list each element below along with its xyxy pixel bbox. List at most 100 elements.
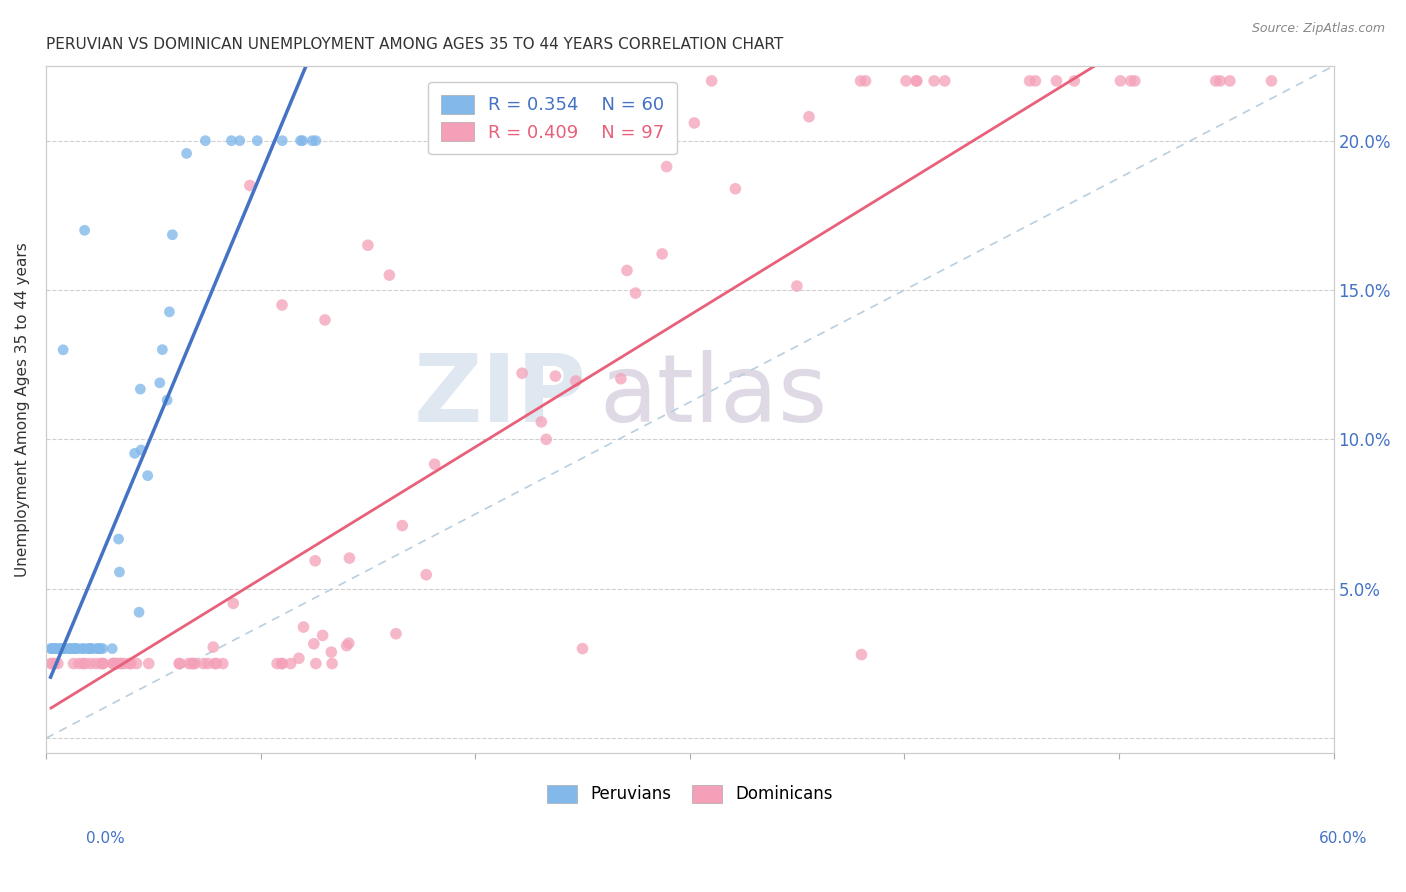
Point	[292, 620, 315, 634]
Point	[39, 657, 62, 671]
Point	[89, 641, 111, 656]
Point	[724, 182, 747, 196]
Point	[610, 372, 633, 386]
Point	[855, 74, 877, 88]
Point	[1205, 74, 1227, 88]
Point	[302, 637, 325, 651]
Point	[222, 596, 245, 610]
Point	[108, 565, 131, 579]
Point	[1209, 74, 1232, 88]
Point	[204, 657, 226, 671]
Point	[52, 343, 75, 357]
Point	[128, 605, 150, 619]
Point	[138, 657, 160, 671]
Point	[79, 641, 101, 656]
Point	[112, 657, 135, 671]
Point	[271, 657, 294, 671]
Point	[378, 268, 401, 282]
Point	[655, 160, 678, 174]
Point	[385, 626, 408, 640]
Text: Source: ZipAtlas.com: Source: ZipAtlas.com	[1251, 22, 1385, 36]
Point	[1119, 74, 1142, 88]
Point	[651, 247, 673, 261]
Point	[107, 532, 129, 546]
Point	[202, 640, 225, 654]
Point	[162, 227, 184, 242]
Point	[44, 657, 66, 671]
Point	[337, 636, 360, 650]
Point	[58, 641, 80, 656]
Point	[167, 657, 190, 671]
Point	[156, 393, 179, 408]
Point	[51, 641, 73, 656]
Point	[280, 657, 302, 671]
Point	[336, 639, 359, 653]
Point	[339, 551, 361, 566]
Point	[193, 657, 215, 671]
Point	[301, 134, 323, 148]
Point	[181, 657, 204, 671]
Point	[84, 657, 107, 671]
Point	[304, 554, 326, 568]
Point	[180, 657, 202, 671]
Point	[103, 657, 125, 671]
Point	[1219, 74, 1241, 88]
Point	[797, 110, 820, 124]
Point	[44, 641, 66, 656]
Point	[49, 641, 72, 656]
Point	[321, 657, 343, 671]
Point	[62, 657, 84, 671]
Point	[266, 657, 288, 671]
Point	[110, 657, 132, 671]
Point	[51, 641, 73, 656]
Point	[229, 134, 252, 148]
Point	[66, 641, 89, 656]
Point	[305, 134, 328, 148]
Point	[305, 657, 328, 671]
Text: 0.0%: 0.0%	[86, 831, 125, 846]
Point	[87, 641, 110, 656]
Point	[125, 657, 148, 671]
Point	[67, 657, 90, 671]
Point	[110, 657, 132, 671]
Point	[42, 641, 65, 656]
Point	[849, 74, 872, 88]
Point	[101, 641, 124, 656]
Point	[150, 343, 173, 357]
Point	[80, 641, 103, 656]
Point	[534, 433, 557, 447]
Point	[80, 657, 103, 671]
Point	[44, 641, 66, 656]
Point	[136, 468, 159, 483]
Point	[271, 298, 294, 312]
Point	[184, 657, 207, 671]
Point	[934, 74, 956, 88]
Point	[149, 376, 172, 390]
Point	[683, 116, 706, 130]
Point	[46, 657, 69, 671]
Point	[41, 657, 63, 671]
Point	[1260, 74, 1282, 88]
Point	[70, 641, 93, 656]
Point	[290, 134, 312, 148]
Point	[53, 641, 76, 656]
Point	[270, 657, 292, 671]
Text: ZIP: ZIP	[413, 350, 586, 442]
Point	[851, 648, 873, 662]
Point	[271, 134, 294, 148]
Point	[84, 641, 107, 656]
Point	[49, 641, 72, 656]
Point	[62, 641, 84, 656]
Text: 60.0%: 60.0%	[1319, 831, 1367, 846]
Point	[905, 74, 928, 88]
Point	[565, 374, 588, 388]
Point	[65, 641, 87, 656]
Point	[73, 223, 96, 237]
Point	[101, 657, 124, 671]
Point	[90, 657, 112, 671]
Point	[91, 641, 114, 656]
Point	[176, 146, 198, 161]
Point	[91, 657, 114, 671]
Y-axis label: Unemployment Among Ages 35 to 44 years: Unemployment Among Ages 35 to 44 years	[15, 243, 30, 577]
Point	[129, 382, 152, 396]
